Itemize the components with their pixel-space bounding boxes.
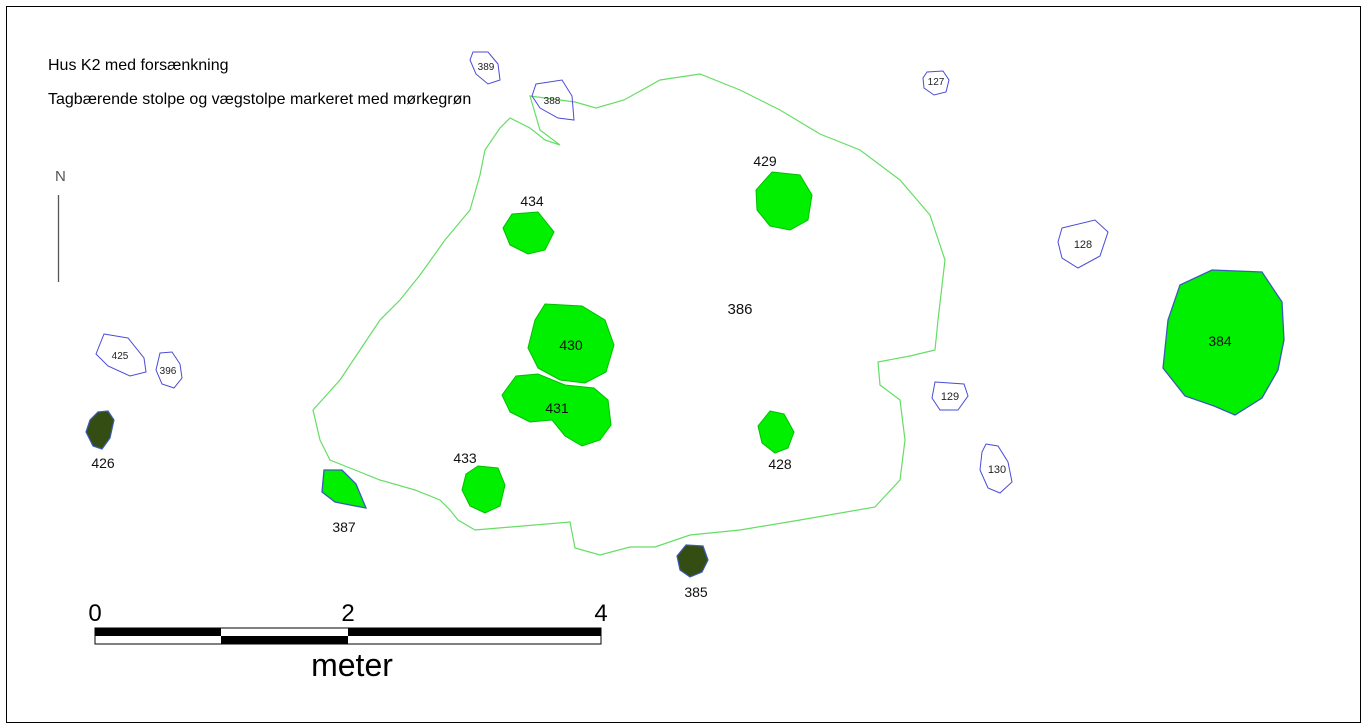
feature-389-shape [469,51,501,85]
feature-425-label: 425 [112,351,129,362]
scale-seg-3-top [348,628,601,636]
feature-130-shape [979,443,1013,494]
feature-428-shape [757,410,795,454]
feature-384: 384 [1162,269,1285,416]
feature-130: 130 [979,443,1013,494]
feature-128-shape [1057,219,1109,269]
feature-396-label: 396 [160,366,177,377]
feature-431-shape [501,373,612,447]
scale-seg-2-bottom [221,636,348,644]
north-label: N [55,168,66,185]
feature-434-shape [502,211,555,255]
feature-428-label: 428 [768,456,792,472]
feature-387-label: 387 [332,519,356,535]
feature-396: 396 [155,351,183,389]
feature-385-shape [676,544,709,578]
feature-388-shape [531,79,575,121]
feature-425: 425 [95,333,147,377]
feature-426-shape [85,410,115,450]
feature-129: 129 [931,381,969,411]
feature-396-shape [155,351,183,389]
house-outline-386 [312,73,946,556]
north-arrow: N [55,168,66,282]
feature-429-shape [755,171,813,231]
scale-tick-0: 0 [88,600,101,627]
feature-426: 426 [85,410,115,471]
feature-428: 428 [757,410,795,472]
scale-bar: 0 2 4 meter [88,600,607,683]
feature-426-label: 426 [91,455,115,471]
feature-128: 128 [1057,219,1109,269]
feature-429: 429 [753,153,813,231]
feature-434-label: 434 [520,193,544,209]
feature-384-shape [1162,269,1285,416]
feature-129-label: 129 [941,391,959,403]
feature-429-label: 429 [753,153,777,169]
feature-433-shape [461,465,506,514]
feature-127: 127 [922,70,950,96]
feature-387: 387 [321,469,368,535]
feature-434: 434 [502,193,555,255]
feature-425-shape [95,333,147,377]
map-frame [6,6,1361,723]
feature-130-label: 130 [988,464,1006,476]
feature-430-label: 430 [559,337,583,353]
feature-385-label: 385 [684,584,708,600]
scale-seg-1-top [95,628,221,636]
feature-387-shape [321,469,368,509]
feature-388: 388 [531,79,575,121]
feature-389-label: 389 [478,62,495,73]
feature-431: 431 [501,373,612,447]
house-label-386: 386 [727,301,752,318]
map-subtitle: Tagbærende stolpe og vægstolpe markeret … [48,91,472,108]
feature-128-label: 128 [1074,239,1092,251]
feature-127-shape [922,70,950,96]
feature-389: 389 [469,51,501,85]
feature-431-label: 431 [545,400,569,416]
feature-430: 430 [527,303,615,384]
scale-unit: meter [311,647,393,683]
feature-127-label: 127 [928,77,945,88]
scale-tick-2: 2 [341,600,354,627]
map-title: Hus K2 med forsænkning [48,57,229,74]
feature-129-shape [931,381,969,411]
feature-384-label: 384 [1208,333,1232,349]
feature-433-label: 433 [453,450,477,466]
feature-433: 433 [453,450,506,514]
scale-tick-4: 4 [594,600,607,627]
feature-385: 385 [676,544,709,600]
feature-430-shape [527,303,615,384]
feature-388-label: 388 [544,96,561,107]
